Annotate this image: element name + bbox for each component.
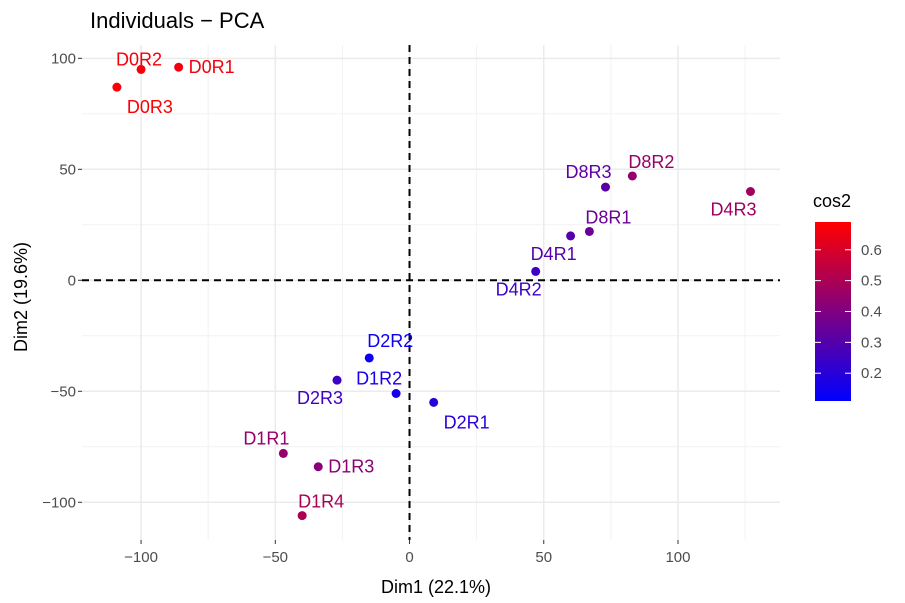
point-label-d0r3: D0R3 (127, 97, 173, 117)
chart-title: Individuals − PCA (90, 8, 265, 33)
point-label-d4r2: D4R2 (496, 279, 542, 299)
legend-title: cos2 (813, 191, 851, 211)
point-d2r3 (332, 375, 342, 385)
y-tick-label: −50 (51, 383, 76, 400)
point-d1r4 (297, 511, 307, 521)
point-labels: D0R1 D0R2 D0R3 D8R2 D8R3 D4R3 D8R1 D4R1 D4R2 D2R2… (116, 49, 756, 511)
point-label-d4r3: D4R3 (710, 200, 756, 220)
y-axis-title: Dim2 (19.6%) (11, 242, 31, 352)
point-d4r1 (566, 231, 576, 241)
point-label-d0r2: D0R2 (116, 49, 162, 69)
legend-tick-label: 0.4 (861, 304, 882, 321)
point-d8r2 (627, 171, 637, 181)
point-label-d4r1: D4R1 (531, 244, 577, 264)
point-label-d8r3: D8R3 (565, 162, 611, 182)
reference-lines (82, 45, 780, 540)
legend-tick-label: 0.6 (861, 242, 882, 259)
point-label-d2r2: D2R2 (367, 331, 413, 351)
point-label-d1r3: D1R3 (328, 457, 374, 477)
point-label-d8r2: D8R2 (628, 152, 674, 172)
point-d0r2 (136, 64, 146, 74)
x-axis-ticks: −100 −50 0 50 100 (124, 540, 691, 566)
legend-tick-label: 0.2 (861, 365, 882, 382)
grid-minor (82, 45, 780, 540)
point-d0r1 (174, 62, 184, 72)
x-axis-title: Dim1 (22.1%) (381, 577, 491, 597)
point-label-d1r2: D1R2 (356, 368, 402, 388)
y-tick-label: −100 (42, 494, 76, 511)
legend-ticks: 0.2 0.3 0.4 0.5 0.6 (815, 242, 882, 382)
y-tick-label: 50 (59, 161, 76, 178)
point-d2r1 (429, 397, 439, 407)
point-d8r1 (584, 226, 594, 236)
data-points (112, 62, 755, 521)
point-d4r2 (531, 266, 541, 276)
x-tick-label: 50 (535, 549, 552, 566)
point-d1r2 (391, 388, 401, 398)
point-label-d2r1: D2R1 (444, 412, 490, 432)
point-d4r3 (745, 187, 755, 197)
y-axis-ticks: 100 50 0 −50 −100 (42, 50, 82, 511)
legend: cos2 0.2 0.3 0.4 0.5 0.6 (813, 191, 882, 401)
x-tick-label: −100 (124, 549, 158, 566)
point-label-d1r4: D1R4 (298, 492, 344, 512)
point-label-d1r1: D1R1 (243, 428, 289, 448)
x-tick-label: 0 (405, 549, 413, 566)
point-label-d0r1: D0R1 (189, 57, 235, 77)
point-label-d2r3: D2R3 (297, 388, 343, 408)
x-tick-label: 100 (665, 549, 690, 566)
grid-major (82, 45, 780, 540)
point-d1r1 (278, 448, 288, 458)
y-tick-label: 100 (51, 50, 76, 67)
point-d1r3 (313, 462, 323, 472)
point-d2r2 (364, 353, 374, 363)
point-label-d8r1: D8R1 (585, 207, 631, 227)
legend-tick-label: 0.5 (861, 273, 882, 290)
point-d8r3 (601, 182, 610, 192)
x-tick-label: −50 (263, 549, 288, 566)
y-tick-label: 0 (68, 272, 76, 289)
legend-tick-label: 0.3 (861, 334, 882, 351)
point-d0r3 (112, 82, 122, 92)
